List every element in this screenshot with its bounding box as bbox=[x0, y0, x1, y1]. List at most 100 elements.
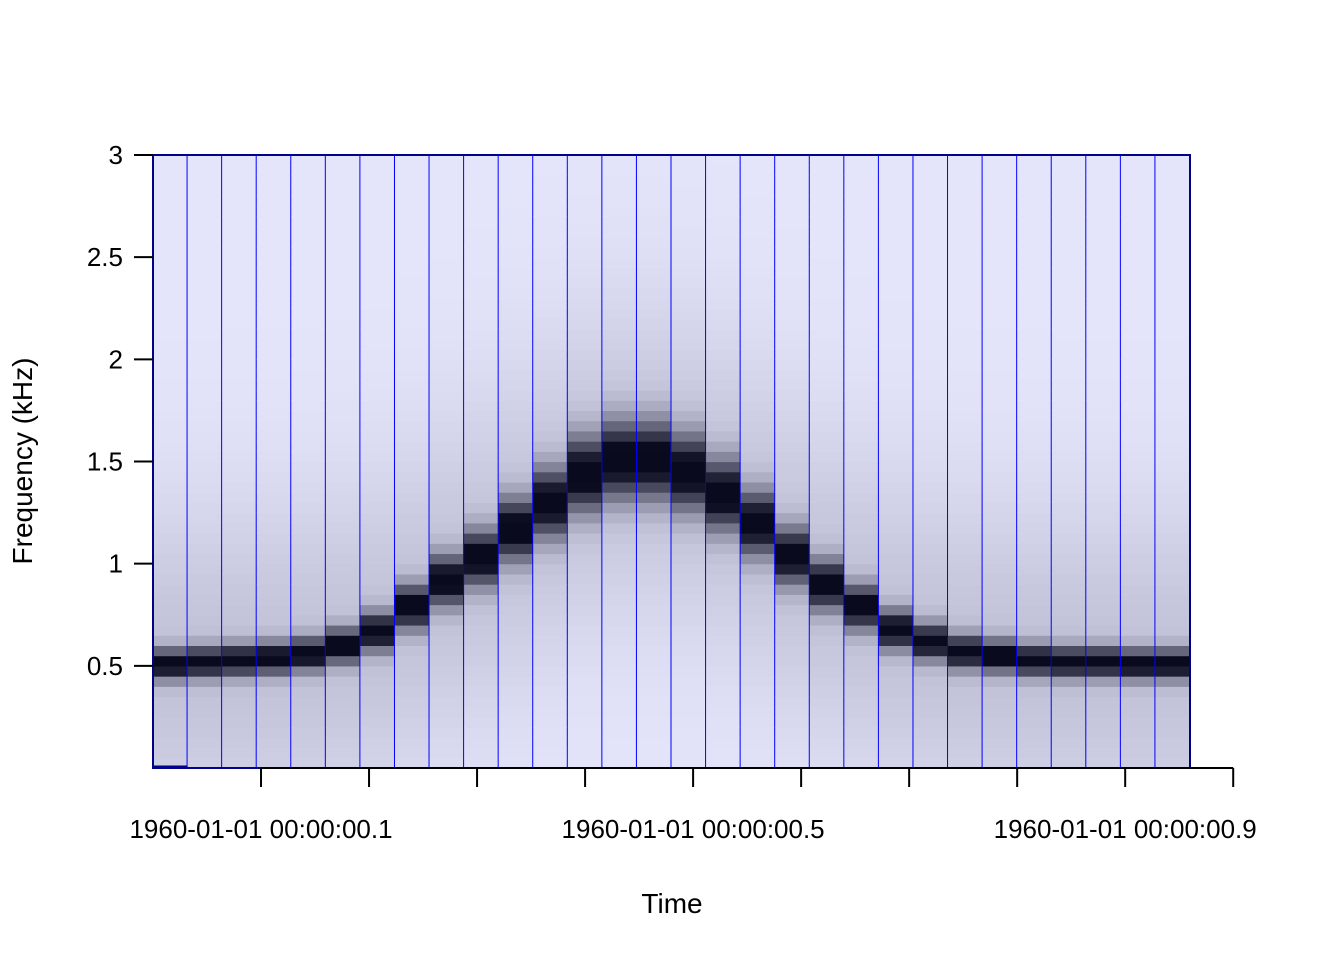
spectrogram-cell bbox=[394, 624, 431, 636]
spectrogram-cell bbox=[1120, 328, 1157, 340]
spectrogram-cell bbox=[291, 338, 327, 350]
spectrogram-cell bbox=[671, 706, 707, 718]
spectrogram-cell bbox=[775, 502, 811, 514]
spectrogram-cell bbox=[464, 727, 500, 738]
spectrogram-cell bbox=[775, 471, 811, 483]
spectrogram-cell bbox=[1051, 400, 1087, 412]
spectrogram-cell bbox=[464, 430, 500, 442]
spectrogram-cell bbox=[844, 614, 880, 626]
spectrogram-cell bbox=[740, 522, 776, 534]
spectrogram-cell bbox=[878, 614, 915, 626]
spectrogram-cell bbox=[878, 246, 915, 258]
spectrogram-cell bbox=[325, 308, 361, 320]
spectrogram-cell bbox=[187, 410, 223, 422]
spectrogram-cell bbox=[982, 665, 1018, 677]
spectrogram-cell bbox=[498, 441, 534, 452]
spectrogram-cell bbox=[878, 165, 915, 177]
spectrogram-cell bbox=[1086, 512, 1122, 524]
spectrogram-cell bbox=[671, 451, 707, 463]
spectrogram-cell bbox=[878, 686, 915, 698]
spectrogram-cell bbox=[533, 226, 569, 238]
spectrogram-cell bbox=[913, 349, 949, 360]
spectrogram-cell bbox=[222, 553, 258, 565]
spectrogram-cell bbox=[636, 522, 673, 534]
spectrogram-cell bbox=[1051, 481, 1087, 493]
spectrogram-cell bbox=[1017, 645, 1053, 657]
spectrogram-cell bbox=[844, 655, 880, 667]
spectrogram-cell bbox=[878, 420, 915, 432]
spectrogram-cell bbox=[464, 277, 500, 289]
spectrogram-cell bbox=[567, 267, 603, 279]
spectrogram-cell bbox=[429, 563, 465, 575]
spectrogram-cell bbox=[567, 727, 603, 738]
spectrogram-cell bbox=[913, 757, 949, 768]
spectrogram-cell bbox=[706, 614, 742, 626]
spectrogram-cell bbox=[948, 543, 984, 555]
spectrogram-cell bbox=[429, 492, 465, 503]
spectrogram-cell bbox=[394, 461, 431, 473]
spectrogram-cell bbox=[706, 645, 742, 657]
spectrogram-cell bbox=[809, 604, 845, 616]
spectrogram-cell bbox=[567, 379, 603, 391]
spectrogram-cell bbox=[360, 277, 396, 289]
spectrogram-cell bbox=[775, 420, 811, 432]
spectrogram-cell bbox=[1155, 216, 1190, 228]
spectrogram-cell bbox=[844, 246, 880, 258]
spectrogram-cell bbox=[1086, 226, 1122, 238]
spectrogram-cell bbox=[1086, 522, 1122, 534]
spectrogram-cell bbox=[982, 277, 1018, 289]
spectrogram-cell bbox=[1017, 471, 1053, 483]
spectrogram-cell bbox=[671, 757, 707, 768]
spectrogram-cell bbox=[1017, 757, 1053, 768]
spectrogram-cell bbox=[706, 349, 742, 360]
spectrogram-cell bbox=[1051, 512, 1087, 524]
spectrogram-cell bbox=[291, 216, 327, 228]
spectrogram-cell bbox=[1120, 573, 1157, 585]
spectrogram-cell bbox=[153, 747, 189, 759]
spectrogram-cell bbox=[1120, 614, 1157, 626]
spectrogram-cell bbox=[809, 236, 845, 248]
spectrogram-cell bbox=[878, 665, 915, 677]
spectrogram-cell bbox=[1017, 349, 1053, 360]
spectrogram-cell bbox=[153, 257, 189, 268]
y-axis-title: Frequency (kHz) bbox=[7, 358, 38, 565]
spectrogram-cell bbox=[187, 308, 223, 320]
spectrogram-cell bbox=[498, 716, 534, 728]
spectrogram-cell bbox=[1086, 563, 1122, 575]
spectrogram-cell bbox=[1120, 175, 1157, 187]
spectrogram-cell bbox=[913, 298, 949, 309]
spectrogram-cell bbox=[498, 706, 534, 718]
spectrogram-cell bbox=[982, 451, 1018, 463]
spectrogram-cell bbox=[533, 185, 569, 197]
spectrogram-cell bbox=[740, 645, 776, 657]
spectrogram-cell bbox=[982, 206, 1018, 217]
spectrogram-cell bbox=[360, 338, 396, 350]
spectrogram-cell bbox=[1086, 216, 1122, 228]
spectrogram-cell bbox=[256, 522, 292, 534]
spectrogram-cell bbox=[775, 236, 811, 248]
spectrogram-cell bbox=[187, 277, 223, 289]
spectrogram-cell bbox=[602, 338, 638, 350]
spectrogram-cell bbox=[1120, 665, 1157, 677]
spectrogram-cell bbox=[222, 308, 258, 320]
spectrogram-cell bbox=[464, 624, 500, 636]
spectrogram-cell bbox=[187, 206, 223, 217]
spectrogram-cell bbox=[1051, 492, 1087, 503]
spectrogram-cell bbox=[498, 563, 534, 575]
spectrogram-cell bbox=[498, 236, 534, 248]
spectrogram-cell bbox=[1051, 655, 1087, 667]
spectrogram-cell bbox=[187, 594, 223, 606]
spectrogram-cell bbox=[671, 175, 707, 187]
spectrogram-cell bbox=[1120, 298, 1157, 309]
spectrogram-cell bbox=[636, 645, 673, 657]
spectrogram-cell bbox=[775, 308, 811, 320]
spectrogram-cell bbox=[1051, 298, 1087, 309]
spectrogram-cell bbox=[948, 420, 984, 432]
spectrogram-cell bbox=[948, 277, 984, 289]
spectrogram-cell bbox=[982, 338, 1018, 350]
spectrogram-cell bbox=[671, 502, 707, 514]
spectrogram-cell bbox=[1086, 359, 1122, 371]
spectrogram-cell bbox=[671, 369, 707, 381]
spectrogram-cell bbox=[256, 747, 292, 759]
spectrogram-cell bbox=[913, 430, 949, 442]
